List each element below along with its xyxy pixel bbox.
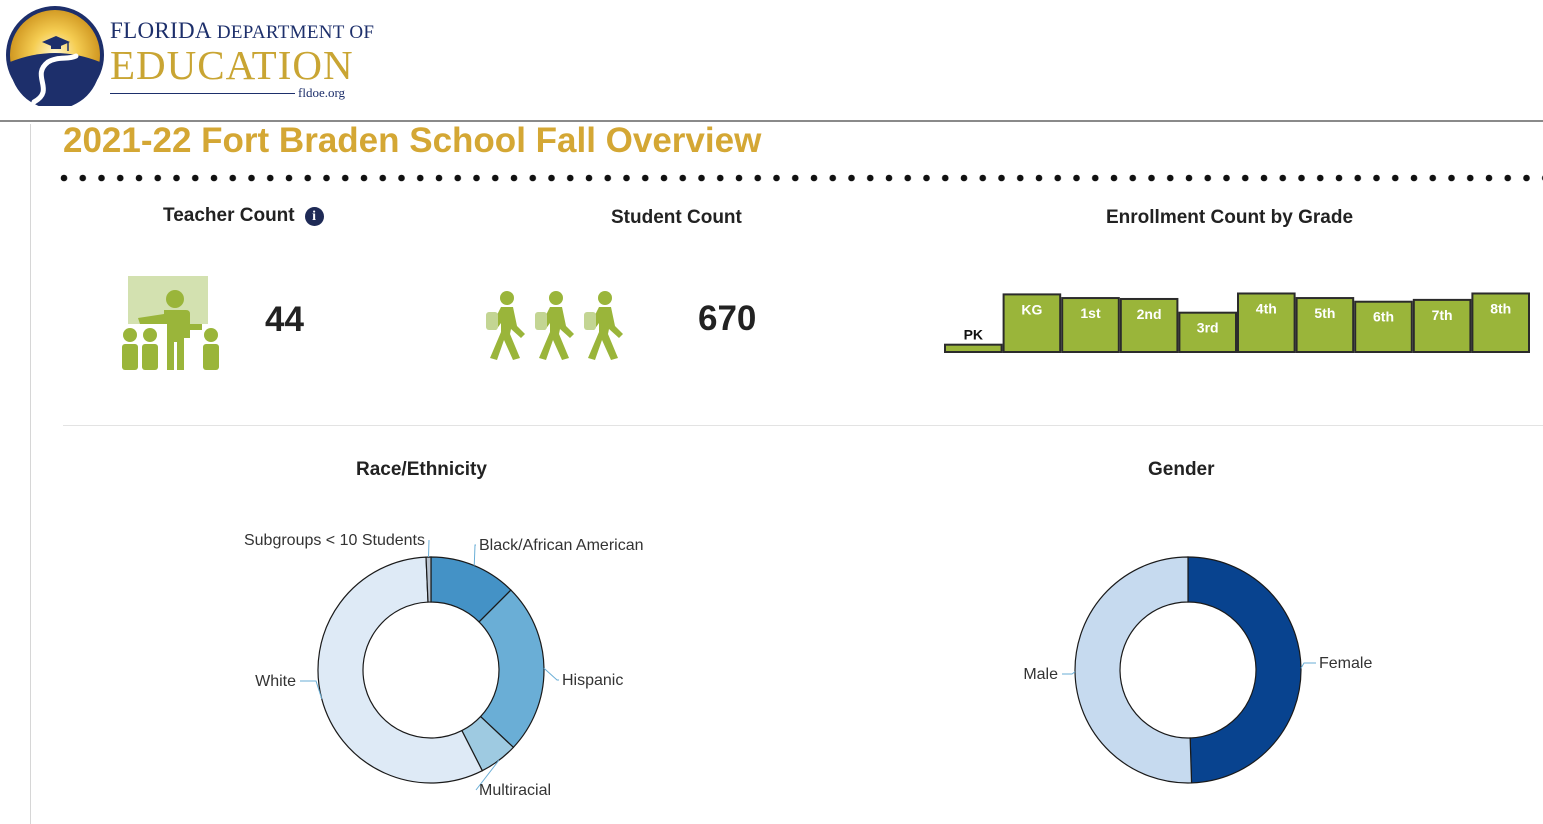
bar-5th[interactable] [1295,297,1355,353]
student-count-value: 670 [698,299,757,338]
slice-label-female: Female [1319,655,1372,672]
slice-subgroups-10-students[interactable] [425,556,432,603]
leader-line-female [1300,662,1316,669]
slice-label-male: Male [1023,666,1058,683]
logo-wordmark: FLORIDA DEPARTMENT OF EDUCATION fldoe.or… [110,18,375,100]
logo-line-2: EDUCATION [110,42,354,88]
bar-2nd[interactable] [1119,297,1179,353]
bar-label-5th: 5th [1314,305,1335,321]
bar-label-kg: KG [1021,301,1042,317]
enrollment-bar-chart: PK KG 1st 2nd 3rd 4th 5th 6th 7th 8th [944,292,1530,354]
logo-line-1: FLORIDA DEPARTMENT OF [110,18,375,43]
leader-line-hispanic [543,667,559,681]
bar-label-pk: PK [964,327,983,343]
slice-label-subgroups-10-students: Subgroups < 10 Students [244,532,425,549]
teacher-classroom-icon [122,276,219,370]
slice-label-hispanic: Hispanic [562,672,623,689]
bar-pk[interactable] [944,343,1003,354]
bar-3rd[interactable] [1178,311,1237,353]
race-title: Race/Ethnicity [356,459,487,480]
bar-kg[interactable] [1002,293,1062,353]
gender-title: Gender [1148,459,1215,480]
logo-rule [110,93,295,94]
leader-line-male [1062,671,1076,675]
bar-1st[interactable] [1061,297,1120,353]
fldoe-logo[interactable] [4,4,106,106]
slice-male[interactable] [1074,556,1193,784]
teacher-count-value: 44 [265,300,304,339]
slice-female[interactable] [1187,556,1302,784]
page-title: 2021-22 Fort Braden School Fall Overview [63,121,762,160]
walking-students-icon [486,291,623,360]
bar-label-3rd: 3rd [1197,320,1219,336]
slice-white[interactable] [317,556,484,784]
info-icon[interactable]: i [304,207,324,226]
leader-line-white [300,680,323,699]
bar-label-7th: 7th [1432,307,1453,323]
left-border-line [30,124,31,824]
bar-label-4th: 4th [1256,300,1277,316]
logo-url[interactable]: fldoe.org [298,85,346,100]
bar-4th[interactable] [1237,292,1296,353]
teacher-count-title: Teacher Count i [163,205,324,227]
slice-label-multiracial: Multiracial [479,782,551,799]
dotted-divider [59,171,1543,185]
bar-label-8th: 8th [1490,300,1511,316]
gender-donut-chart: Female Male [1023,556,1372,784]
leader-line-multiracial [475,760,500,791]
student-count-title: Student Count [611,207,742,228]
bar-6th[interactable] [1354,300,1413,353]
slice-label-white: White [255,673,296,690]
bar-8th[interactable] [1471,292,1530,353]
site-header: FLORIDA DEPARTMENT OF EDUCATION fldoe.or… [0,0,1543,122]
logo-url-row: fldoe.org [110,85,374,100]
leader-line-black-african-american [473,544,476,566]
enrollment-title: Enrollment Count by Grade [1106,207,1354,228]
bar-label-1st: 1st [1080,305,1101,321]
bar-7th[interactable] [1412,298,1472,353]
race-donut-chart: Black/African American Hispanic Multiracia… [244,532,644,799]
bar-label-6th: 6th [1373,309,1394,325]
bar-label-2nd: 2nd [1137,306,1162,322]
slice-label-black-african-american: Black/African American [479,537,644,554]
section-divider [63,425,1543,426]
